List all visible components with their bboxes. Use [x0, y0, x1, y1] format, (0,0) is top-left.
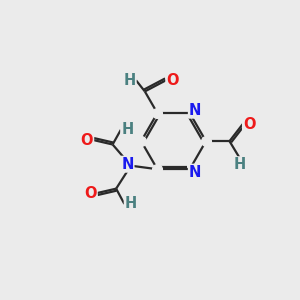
- Text: O: O: [84, 186, 97, 201]
- Text: H: H: [121, 122, 134, 137]
- Text: H: H: [125, 196, 137, 211]
- Text: O: O: [243, 117, 256, 132]
- Text: H: H: [123, 73, 136, 88]
- Text: O: O: [81, 133, 93, 148]
- Text: H: H: [234, 157, 246, 172]
- Text: N: N: [189, 103, 201, 118]
- Text: N: N: [121, 157, 134, 172]
- Text: N: N: [189, 165, 201, 180]
- Text: O: O: [166, 73, 179, 88]
